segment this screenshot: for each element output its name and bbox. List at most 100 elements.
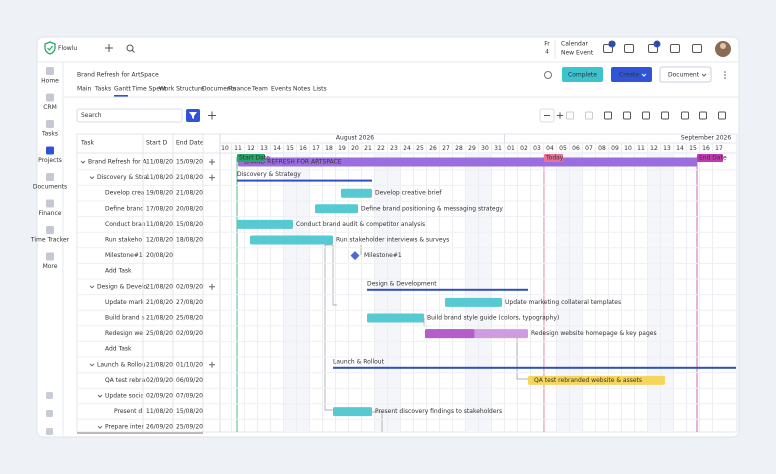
link-icon[interactable] xyxy=(544,71,552,79)
tab[interactable]: Tasks xyxy=(94,86,111,93)
sidebar-icon[interactable] xyxy=(46,93,54,102)
group-bar[interactable] xyxy=(333,366,740,369)
search-icon[interactable] xyxy=(126,44,134,52)
toolbar-icon[interactable] xyxy=(623,111,631,120)
task-name[interactable]: Prepare inter xyxy=(105,424,144,431)
task-bar[interactable] xyxy=(528,375,665,385)
task-name[interactable]: Add Task xyxy=(105,268,132,275)
task-bar[interactable] xyxy=(250,235,333,245)
sidebar-label[interactable]: Time Tracker xyxy=(30,237,70,244)
header-icon[interactable] xyxy=(670,44,680,53)
expand-chevron[interactable] xyxy=(80,160,86,164)
complete-button[interactable] xyxy=(562,67,603,82)
sidebar-label[interactable]: Finance xyxy=(39,210,62,217)
header-icon[interactable] xyxy=(603,44,613,53)
tab[interactable]: Notes xyxy=(293,86,310,93)
toolbar-icon[interactable] xyxy=(604,111,612,120)
sidebar-icon[interactable] xyxy=(46,146,54,155)
tab[interactable]: Gantt xyxy=(114,86,131,93)
task-name[interactable]: Run stakehol xyxy=(105,237,144,244)
more-dot[interactable] xyxy=(724,77,726,79)
toolbar-icon[interactable] xyxy=(642,111,650,120)
task-name[interactable]: Milestone#1 xyxy=(105,252,143,259)
expand-chevron[interactable] xyxy=(97,425,103,429)
tab[interactable]: Work Structure xyxy=(159,86,204,93)
sidebar-icon[interactable] xyxy=(46,173,54,181)
row-add[interactable] xyxy=(209,174,215,181)
task-name[interactable]: Update mark xyxy=(105,299,145,306)
task-bar[interactable] xyxy=(445,297,502,307)
sidebar-label[interactable]: More xyxy=(43,263,58,270)
task-name[interactable]: QA test rebra xyxy=(105,377,145,384)
task-bar[interactable] xyxy=(367,313,424,323)
expand-chevron[interactable] xyxy=(89,363,95,367)
tab[interactable]: Finance xyxy=(228,86,251,93)
toolbar-icon[interactable] xyxy=(718,111,726,120)
row-add[interactable] xyxy=(209,283,215,290)
sidebar-label[interactable]: Home xyxy=(41,78,59,85)
sidebar-icon[interactable] xyxy=(46,199,54,208)
tab[interactable]: Documents xyxy=(202,86,236,93)
tab[interactable]: Time Spent xyxy=(131,86,167,93)
sidebar-label[interactable]: Documents xyxy=(33,184,67,191)
task-name[interactable]: Brand Refresh for A xyxy=(88,159,148,166)
sidebar-label[interactable]: Tasks xyxy=(41,131,58,138)
task-name[interactable]: Build brand s xyxy=(105,315,145,322)
header-icon[interactable] xyxy=(624,44,634,53)
group-bar[interactable] xyxy=(367,288,528,291)
task-name[interactable]: Define brand xyxy=(105,205,144,212)
milestone[interactable] xyxy=(350,251,360,261)
toolbar-icon[interactable] xyxy=(566,111,574,120)
task-name[interactable]: Conduct bran xyxy=(105,221,146,228)
task-name[interactable]: Redesign we xyxy=(105,330,143,337)
tab[interactable]: Team xyxy=(251,86,268,93)
header-icon[interactable] xyxy=(648,44,658,53)
add-task-icon[interactable] xyxy=(208,111,216,120)
create-button[interactable] xyxy=(611,67,652,82)
sidebar-icon[interactable] xyxy=(46,226,54,234)
sidebar-icon[interactable] xyxy=(46,252,54,261)
create-label[interactable]: Create xyxy=(619,72,639,79)
search-input[interactable] xyxy=(76,108,183,123)
sidebar-bottom-icon[interactable] xyxy=(46,410,53,417)
document-button[interactable] xyxy=(659,66,712,83)
row-add[interactable] xyxy=(209,159,215,165)
expand-chevron[interactable] xyxy=(89,285,95,289)
task-name[interactable]: Update socia xyxy=(105,393,144,400)
add-icon[interactable] xyxy=(105,44,113,52)
sidebar-icon[interactable] xyxy=(46,67,54,75)
task-name[interactable]: Add Task xyxy=(105,346,132,353)
toolbar-icon[interactable] xyxy=(585,111,593,120)
toolbar-icon[interactable] xyxy=(681,111,689,120)
sidebar-bottom-icon[interactable] xyxy=(46,392,53,399)
more-dot[interactable] xyxy=(724,74,726,76)
sidebar-icon[interactable] xyxy=(46,120,54,128)
expand-chevron[interactable] xyxy=(89,176,95,180)
tab[interactable]: Events xyxy=(271,86,291,93)
task-name[interactable]: Design & Develo xyxy=(97,283,147,290)
header-icon[interactable] xyxy=(692,44,702,53)
task-name[interactable]: Discovery & Stra xyxy=(97,174,148,181)
task-name[interactable]: Develop crea xyxy=(105,190,145,197)
group-bar[interactable] xyxy=(237,179,372,182)
sidebar-bottom-icon[interactable] xyxy=(46,428,53,435)
more-dot[interactable] xyxy=(724,71,726,73)
project-bar[interactable] xyxy=(238,157,697,167)
task-name[interactable]: Launch & Rollou xyxy=(97,361,146,368)
expand-chevron[interactable] xyxy=(97,394,103,398)
tab[interactable]: Lists xyxy=(313,86,327,93)
tab[interactable]: Main xyxy=(77,86,92,93)
sidebar-label[interactable]: Projects xyxy=(38,157,62,164)
task-bar[interactable] xyxy=(341,188,372,198)
toolbar-icon[interactable] xyxy=(661,111,669,120)
search-icon-handle[interactable] xyxy=(131,49,135,53)
calendar-title[interactable]: Calendar xyxy=(561,41,589,48)
zoom-in[interactable] xyxy=(557,112,563,119)
toolbar-icon[interactable] xyxy=(699,111,707,120)
document-label[interactable]: Document xyxy=(668,72,700,79)
row-add[interactable] xyxy=(209,361,215,368)
task-name[interactable]: Present d xyxy=(114,408,142,415)
sidebar-label[interactable]: CRM xyxy=(43,104,57,111)
task-bar[interactable] xyxy=(333,407,372,417)
complete-label[interactable]: Complete xyxy=(568,72,597,79)
